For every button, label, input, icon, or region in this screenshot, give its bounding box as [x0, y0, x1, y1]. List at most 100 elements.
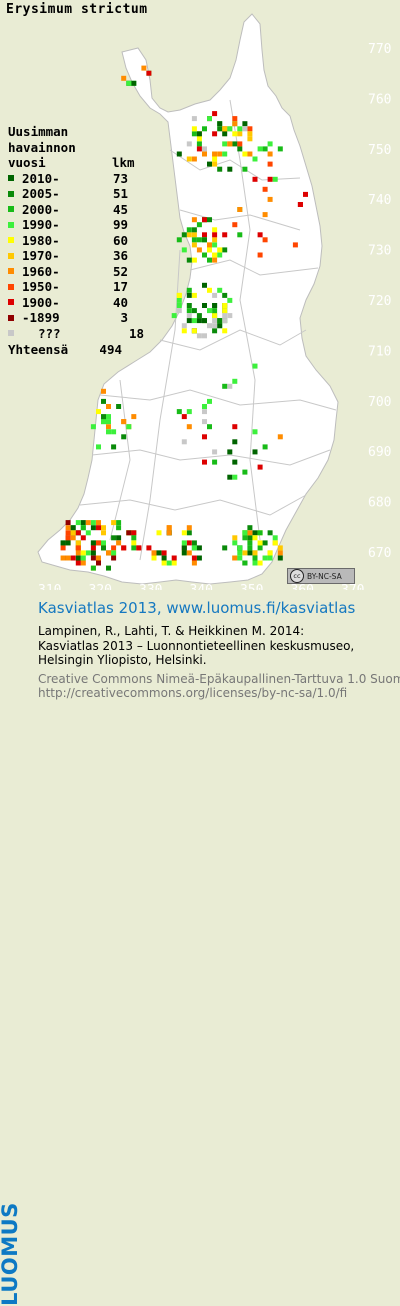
- observation-square: [202, 146, 207, 152]
- observation-square: [222, 313, 228, 319]
- cc-icon: cc: [290, 569, 304, 583]
- observation-square: [232, 121, 238, 127]
- observation-square: [227, 141, 233, 147]
- observation-square: [212, 151, 218, 157]
- observation-square: [257, 464, 263, 470]
- observation-square: [106, 429, 111, 435]
- observation-square: [186, 292, 192, 298]
- observation-square: [111, 444, 117, 450]
- observation-square: [191, 156, 197, 162]
- legend-entry: 1950- 17: [8, 279, 144, 295]
- x-tick-label: 320: [89, 583, 112, 590]
- legend-rows: 2010- 73 2005- 51 2000- 45 1990- 99 1980- 60 1970-…: [8, 171, 144, 342]
- observation-square: [186, 308, 192, 314]
- y-tick-label: 730: [368, 244, 391, 259]
- observation-square: [217, 126, 223, 132]
- observation-square: [106, 404, 111, 409]
- observation-square: [202, 252, 207, 258]
- observation-square: [237, 232, 243, 238]
- observation-square: [262, 186, 268, 192]
- observation-square: [80, 520, 86, 526]
- observation-square: [96, 555, 101, 561]
- observation-square: [65, 555, 71, 561]
- legend-entry-count: 73: [112, 170, 128, 186]
- observation-square: [171, 555, 177, 561]
- x-tick-label: 370: [341, 583, 364, 590]
- region-borders: [79, 99, 337, 561]
- observation-square: [186, 540, 192, 546]
- observation-square: [257, 545, 263, 551]
- legend-entry-count: 51: [112, 186, 128, 201]
- observation-square: [217, 252, 223, 258]
- observation-square: [106, 424, 111, 430]
- observation-square: [186, 318, 192, 324]
- observation-square: [176, 308, 182, 314]
- legend-swatch: [8, 175, 14, 182]
- observation-square: [207, 424, 212, 430]
- y-tick-label: 750: [368, 143, 391, 158]
- observation-square: [202, 232, 207, 238]
- observation-square: [186, 530, 192, 536]
- observation-square: [212, 323, 218, 329]
- observation-square: [186, 409, 192, 415]
- observation-square: [247, 540, 253, 546]
- observation-squares: [60, 65, 308, 571]
- observation-square: [202, 459, 207, 465]
- observation-square: [181, 550, 187, 556]
- observation-square: [212, 131, 218, 137]
- observation-square: [196, 555, 202, 561]
- observation-square: [262, 146, 268, 152]
- observation-square: [126, 424, 132, 430]
- observation-square: [65, 530, 71, 536]
- observation-square: [191, 242, 197, 248]
- observation-square: [212, 237, 218, 243]
- observation-square: [237, 207, 243, 212]
- legend-entry-label: 2000-: [22, 201, 60, 217]
- observation-square: [222, 383, 228, 389]
- observation-square: [257, 540, 263, 546]
- license-line-2[interactable]: http://creativecommons.org/licenses/by-n…: [38, 686, 348, 700]
- observation-square: [191, 560, 197, 566]
- observation-square: [191, 318, 197, 324]
- observation-square: [196, 313, 202, 319]
- observation-square: [252, 176, 258, 182]
- observation-square: [191, 232, 197, 238]
- legend-entry-label: 1990-: [22, 217, 60, 232]
- observation-square: [85, 550, 91, 556]
- legend-entry-count: 40: [112, 294, 128, 310]
- observation-square: [161, 550, 167, 556]
- observation-square: [186, 227, 192, 233]
- observation-square: [191, 227, 197, 233]
- observation-square: [232, 378, 238, 384]
- observation-square: [131, 540, 137, 546]
- observation-square: [161, 560, 167, 566]
- legend-entry-count: 3: [120, 310, 128, 325]
- license-badge[interactable]: cc BY-NC-SA: [287, 568, 355, 584]
- y-tick-label: 710: [368, 344, 391, 359]
- observation-square: [121, 434, 127, 440]
- observation-square: [237, 550, 243, 556]
- legend-swatch: [8, 283, 14, 290]
- legend-entry-label: 1900-: [22, 294, 60, 310]
- observation-square: [252, 156, 258, 162]
- observation-square: [267, 196, 273, 202]
- observation-square: [212, 111, 218, 117]
- observation-square: [227, 297, 233, 303]
- observation-square: [207, 257, 212, 263]
- y-tick-label: 670: [368, 546, 391, 561]
- observation-square: [212, 459, 218, 465]
- y-tick-label: 740: [368, 193, 391, 208]
- footer-site-link[interactable]: Kasviatlas 2013, www.luomus.fi/kasviatla…: [38, 599, 356, 617]
- observation-square: [121, 419, 127, 425]
- species-title: Erysimum strictum: [6, 2, 148, 17]
- observation-square: [207, 217, 212, 223]
- observation-square: [297, 202, 303, 207]
- observation-square: [217, 151, 223, 157]
- observation-square: [181, 439, 187, 445]
- observation-square: [96, 540, 101, 546]
- legend-entry: 1970- 36: [8, 248, 144, 264]
- observation-square: [277, 550, 283, 556]
- legend-total: Yhteensä 494: [8, 342, 144, 358]
- map-svg: 770 760 750 740 730 720 710 700 690 680 670 310 320 3…: [37, 13, 391, 590]
- y-tick-label: 690: [368, 445, 391, 460]
